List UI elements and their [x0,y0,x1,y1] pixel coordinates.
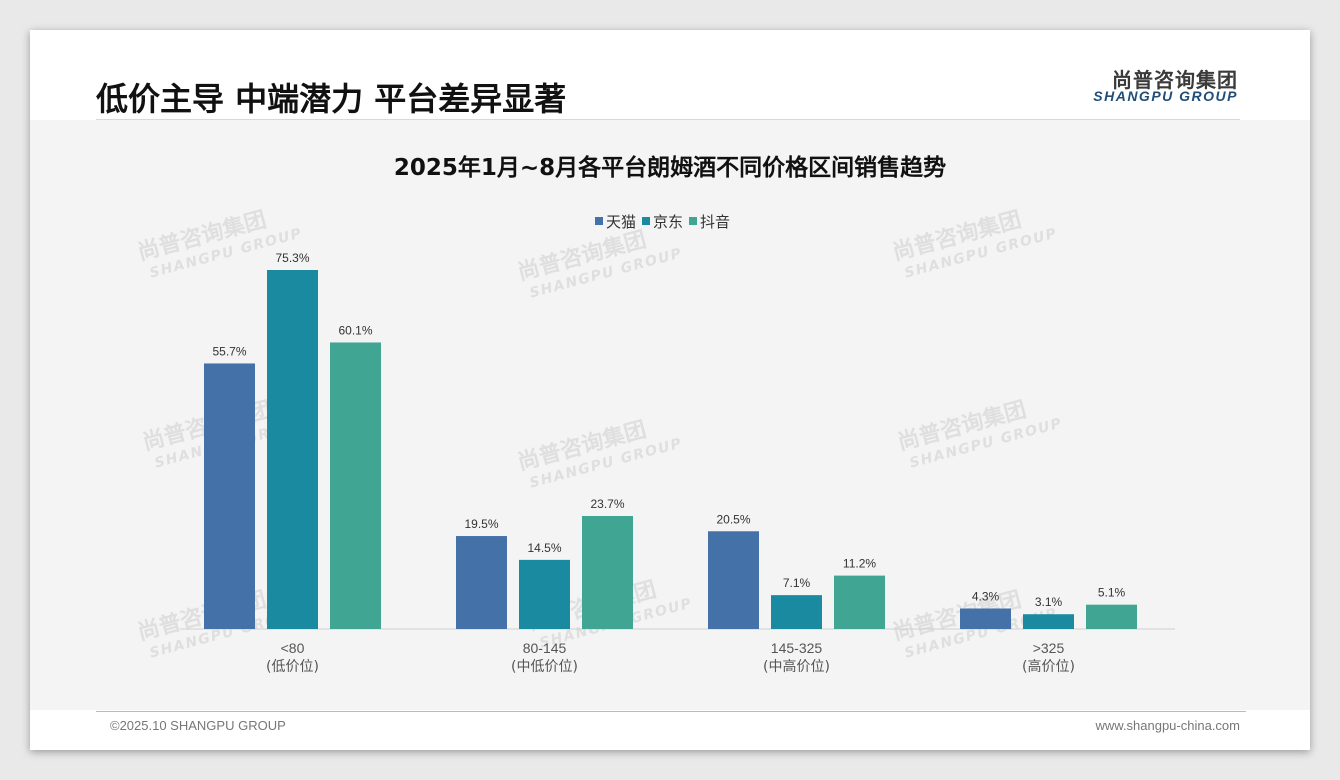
header-divider [96,119,1240,120]
slide: 低价主导 中端潜力 平台差异显著 尚普咨询集团 SHANGPU GROUP 尚普… [30,30,1310,750]
data-label: 20.5% [716,512,750,526]
copyright-text: ©2025.10 SHANGPU GROUP [110,718,286,733]
category-label: <80 [281,640,305,656]
data-label: 19.5% [464,517,498,531]
bar [456,536,507,629]
logo-english: SHANGPU GROUP [1093,88,1238,104]
bar [519,559,570,629]
data-label: 5.1% [1098,586,1126,600]
bar [1023,614,1074,629]
chart-title: 2025年1月~8月各平台朗姆酒不同价格区间销售趋势 [394,154,946,181]
chart-legend: 天猫 京东 抖音 [595,213,730,231]
category-sublabel: (中高价位) [763,658,830,675]
category-sublabel: (高价位) [1022,658,1075,675]
data-label: 4.3% [972,589,1000,603]
data-label: 3.1% [1035,595,1063,609]
data-label: 60.1% [338,323,372,337]
category-label: 145-325 [771,640,823,656]
data-label: 11.2% [843,557,876,571]
bar [771,595,822,629]
bar [582,516,633,629]
legend-label: 天猫 [606,213,636,231]
bar-group [204,270,1137,629]
label-group: 55.7% 75.3% 60.1% <80 (低价位) 19.5% 14.5% 23.7% 80… [212,251,1125,675]
data-label: 14.5% [527,541,561,555]
data-label: 23.7% [590,497,624,511]
legend-swatch [595,217,603,225]
bar [708,531,759,629]
category-sublabel: (低价位) [266,659,319,675]
bar [960,608,1011,629]
data-label: 75.3% [275,251,309,265]
data-label: 55.7% [212,344,246,358]
bar [1086,604,1137,629]
logo-chinese: 尚普咨询集团 [1112,68,1238,92]
legend-label: 京东 [653,213,683,231]
page-title: 低价主导 中端潜力 平台差异显著 [96,80,567,118]
category-label: >325 [1033,640,1065,656]
category-sublabel: (中低价位) [511,659,578,675]
data-label: 7.1% [783,576,811,590]
bar [330,342,381,629]
bar [204,363,255,629]
bar [834,575,885,629]
legend-swatch [689,217,697,225]
category-label: 80-145 [523,640,567,656]
legend-swatch [642,217,650,225]
website-link[interactable]: www.shangpu-china.com [1095,718,1240,733]
footer-divider [96,711,1246,712]
legend-label: 抖音 [700,213,730,231]
bar [267,270,318,629]
